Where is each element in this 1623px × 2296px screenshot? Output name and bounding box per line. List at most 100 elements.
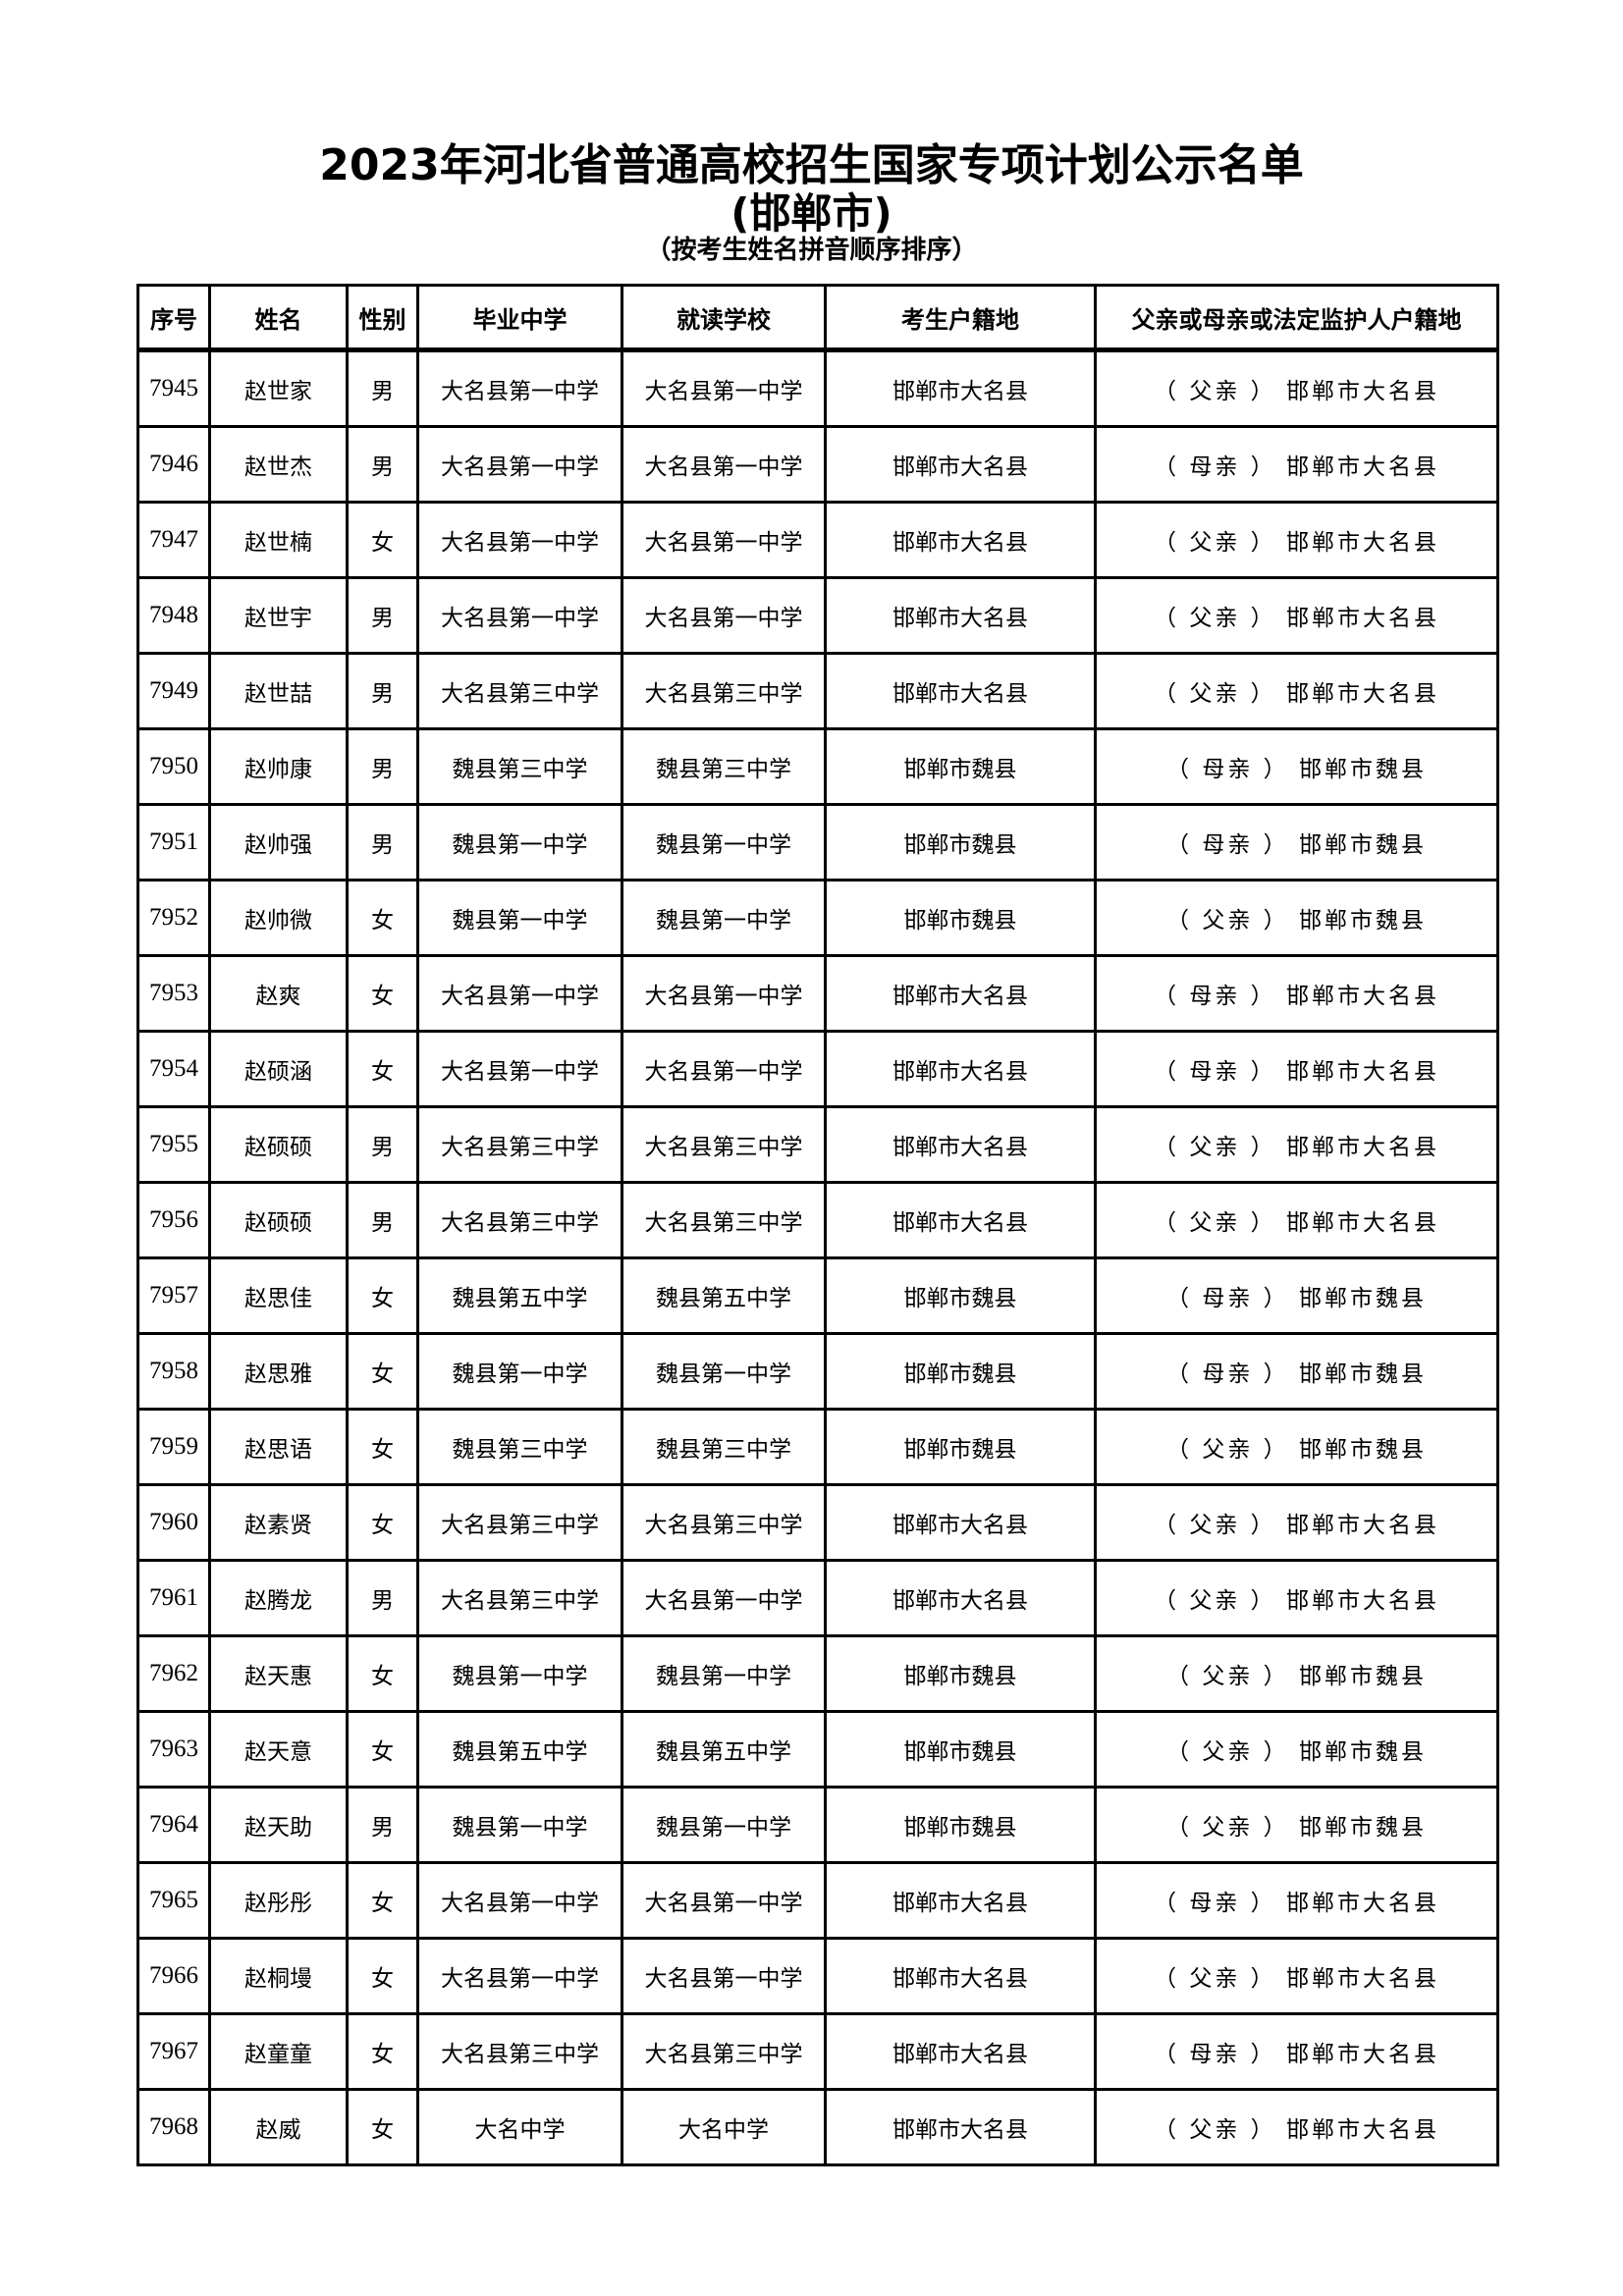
current-school-cell: 大名县第一中学 <box>621 1030 827 1108</box>
gender-cell: 女 <box>346 1483 419 1562</box>
gender-cell: 男 <box>346 652 419 730</box>
serial-cell: 7968 <box>136 2088 211 2166</box>
guardian-residence-cell: （ 父亲 ） 邯郸市大名县 <box>1094 1181 1499 1259</box>
table-row: 7958 赵思雅女魏县第一中学 魏县第一中学 邯郸市魏县（ 母亲 ） 邯郸市魏县 <box>136 1332 1499 1411</box>
graduated-school-cell: 魏县第一中学 <box>416 1634 623 1713</box>
table-row: 7964 赵天助男魏县第一中学 魏县第一中学 邯郸市魏县（ 父亲 ） 邯郸市魏县 <box>136 1786 1499 1864</box>
name-cell: 赵硕硕 <box>208 1105 349 1184</box>
guardian-residence-cell: （ 母亲 ） 邯郸市大名县 <box>1094 425 1499 504</box>
student-residence-cell: 邯郸市大名县 <box>824 425 1097 504</box>
serial-cell: 7961 <box>136 1559 211 1637</box>
graduated-school-cell: 魏县第五中学 <box>416 1256 623 1335</box>
current-school-cell: 大名县第一中学 <box>621 425 827 504</box>
student-residence-cell: 邯郸市大名县 <box>824 1030 1097 1108</box>
guardian-residence-cell: （ 母亲 ） 邯郸市魏县 <box>1094 1256 1499 1335</box>
table-row: 7950 赵帅康男魏县第三中学 魏县第三中学 邯郸市魏县（ 母亲 ） 邯郸市魏县 <box>136 727 1499 806</box>
student-residence-cell: 邯郸市大名县 <box>824 2012 1097 2091</box>
guardian-residence-cell: （ 父亲 ） 邯郸市魏县 <box>1094 1634 1499 1713</box>
name-cell: 赵童童 <box>208 2012 349 2091</box>
current-school-cell: 魏县第五中学 <box>621 1710 827 1789</box>
name-cell: 赵天助 <box>208 1786 349 1864</box>
name-cell: 赵素贤 <box>208 1483 349 1562</box>
graduated-school-cell: 魏县第一中学 <box>416 803 623 881</box>
guardian-residence-cell: （ 父亲 ） 邯郸市大名县 <box>1094 1937 1499 2015</box>
gender-cell: 男 <box>346 1181 419 1259</box>
current-school-cell: 魏县第一中学 <box>621 803 827 881</box>
name-cell: 赵腾龙 <box>208 1559 349 1637</box>
student-residence-cell: 邯郸市魏县 <box>824 1634 1097 1713</box>
student-residence-cell: 邯郸市大名县 <box>824 1559 1097 1637</box>
graduated-school-cell: 大名县第三中学 <box>416 652 623 730</box>
header-guardian-residence: 父亲或母亲或法定监护人户籍地 <box>1094 284 1499 351</box>
student-residence-cell: 邯郸市魏县 <box>824 727 1097 806</box>
student-residence-cell: 邯郸市大名县 <box>824 501 1097 579</box>
name-cell: 赵彤彤 <box>208 1861 349 1940</box>
guardian-residence-cell: （ 父亲 ） 邯郸市大名县 <box>1094 1483 1499 1562</box>
gender-cell: 女 <box>346 1408 419 1486</box>
current-school-cell: 魏县第五中学 <box>621 1256 827 1335</box>
gender-cell: 男 <box>346 803 419 881</box>
graduated-school-cell: 大名县第一中学 <box>416 501 623 579</box>
name-cell: 赵思佳 <box>208 1256 349 1335</box>
student-residence-cell: 邯郸市大名县 <box>824 348 1097 428</box>
table-row: 7955 赵硕硕男大名县第三中学 大名县第三中学 邯郸市大名县（ 父亲 ） 邯郸市大名… <box>136 1105 1499 1184</box>
table-row: 7956 赵硕硕男大名县第三中学 大名县第三中学 邯郸市大名县（ 父亲 ） 邯郸市大名… <box>136 1181 1499 1259</box>
serial-cell: 7960 <box>136 1483 211 1562</box>
graduated-school-cell: 大名县第三中学 <box>416 1181 623 1259</box>
student-residence-cell: 邯郸市大名县 <box>824 1105 1097 1184</box>
table-row: 7966 赵桐墁女大名县第一中学 大名县第一中学 邯郸市大名县（ 父亲 ） 邯郸市大名… <box>136 1937 1499 2015</box>
gender-cell: 男 <box>346 576 419 655</box>
gender-cell: 女 <box>346 501 419 579</box>
name-cell: 赵世宇 <box>208 576 349 655</box>
student-residence-cell: 邯郸市大名县 <box>824 1181 1097 1259</box>
guardian-residence-cell: （ 父亲 ） 邯郸市大名县 <box>1094 501 1499 579</box>
graduated-school-cell: 大名县第三中学 <box>416 1559 623 1637</box>
name-cell: 赵天惠 <box>208 1634 349 1713</box>
name-cell: 赵硕涵 <box>208 1030 349 1108</box>
student-residence-cell: 邯郸市魏县 <box>824 1332 1097 1411</box>
current-school-cell: 大名中学 <box>621 2088 827 2166</box>
graduated-school-cell: 大名县第一中学 <box>416 348 623 428</box>
guardian-residence-cell: （ 父亲 ） 邯郸市大名县 <box>1094 348 1499 428</box>
student-residence-cell: 邯郸市大名县 <box>824 954 1097 1033</box>
student-residence-cell: 邯郸市大名县 <box>824 1483 1097 1562</box>
guardian-residence-cell: （ 父亲 ） 邯郸市大名县 <box>1094 576 1499 655</box>
table-row: 7949 赵世喆男大名县第三中学 大名县第三中学 邯郸市大名县（ 父亲 ） 邯郸市大名… <box>136 652 1499 730</box>
header-student-residence: 考生户籍地 <box>824 284 1097 351</box>
name-cell: 赵世杰 <box>208 425 349 504</box>
guardian-residence-cell: （ 父亲 ） 邯郸市魏县 <box>1094 1786 1499 1864</box>
gender-cell: 男 <box>346 1105 419 1184</box>
gender-cell: 女 <box>346 1256 419 1335</box>
table-row: 7952 赵帅微女魏县第一中学 魏县第一中学 邯郸市魏县（ 父亲 ） 邯郸市魏县 <box>136 879 1499 957</box>
current-school-cell: 魏县第一中学 <box>621 879 827 957</box>
table-row: 7951 赵帅强男魏县第一中学 魏县第一中学 邯郸市魏县（ 母亲 ） 邯郸市魏县 <box>136 803 1499 881</box>
gender-cell: 男 <box>346 348 419 428</box>
graduated-school-cell: 大名县第一中学 <box>416 1861 623 1940</box>
gender-cell: 女 <box>346 879 419 957</box>
serial-cell: 7967 <box>136 2012 211 2091</box>
header-current-school: 就读学校 <box>621 284 827 351</box>
table-row: 7946 赵世杰男大名县第一中学 大名县第一中学 邯郸市大名县（ 母亲 ） 邯郸市大名… <box>136 425 1499 504</box>
guardian-residence-cell: （ 母亲 ） 邯郸市大名县 <box>1094 1030 1499 1108</box>
current-school-cell: 大名县第一中学 <box>621 501 827 579</box>
serial-cell: 7957 <box>136 1256 211 1335</box>
table-row: 7948 赵世宇男大名县第一中学 大名县第一中学 邯郸市大名县（ 父亲 ） 邯郸市大名… <box>136 576 1499 655</box>
guardian-residence-cell: （ 母亲 ） 邯郸市大名县 <box>1094 954 1499 1033</box>
current-school-cell: 魏县第一中学 <box>621 1332 827 1411</box>
header-graduated-school: 毕业中学 <box>416 284 623 351</box>
graduated-school-cell: 魏县第一中学 <box>416 1332 623 1411</box>
table-row: 7954 赵硕涵女大名县第一中学 大名县第一中学 邯郸市大名县（ 母亲 ） 邯郸市大名… <box>136 1030 1499 1108</box>
name-cell: 赵思雅 <box>208 1332 349 1411</box>
serial-cell: 7955 <box>136 1105 211 1184</box>
table-body: 7945 赵世家男大名县第一中学 大名县第一中学 邯郸市大名县（ 父亲 ） 邯郸市大名… <box>136 348 1499 2166</box>
current-school-cell: 魏县第三中学 <box>621 1408 827 1486</box>
name-cell: 赵桐墁 <box>208 1937 349 2015</box>
table-row: 7960 赵素贤女大名县第三中学 大名县第三中学 邯郸市大名县（ 父亲 ） 邯郸市大名… <box>136 1483 1499 1562</box>
gender-cell: 女 <box>346 1710 419 1789</box>
graduated-school-cell: 大名县第三中学 <box>416 1483 623 1562</box>
current-school-cell: 大名县第一中学 <box>621 954 827 1033</box>
name-cell: 赵思语 <box>208 1408 349 1486</box>
serial-cell: 7965 <box>136 1861 211 1940</box>
student-residence-cell: 邯郸市魏县 <box>824 1710 1097 1789</box>
gender-cell: 男 <box>346 727 419 806</box>
